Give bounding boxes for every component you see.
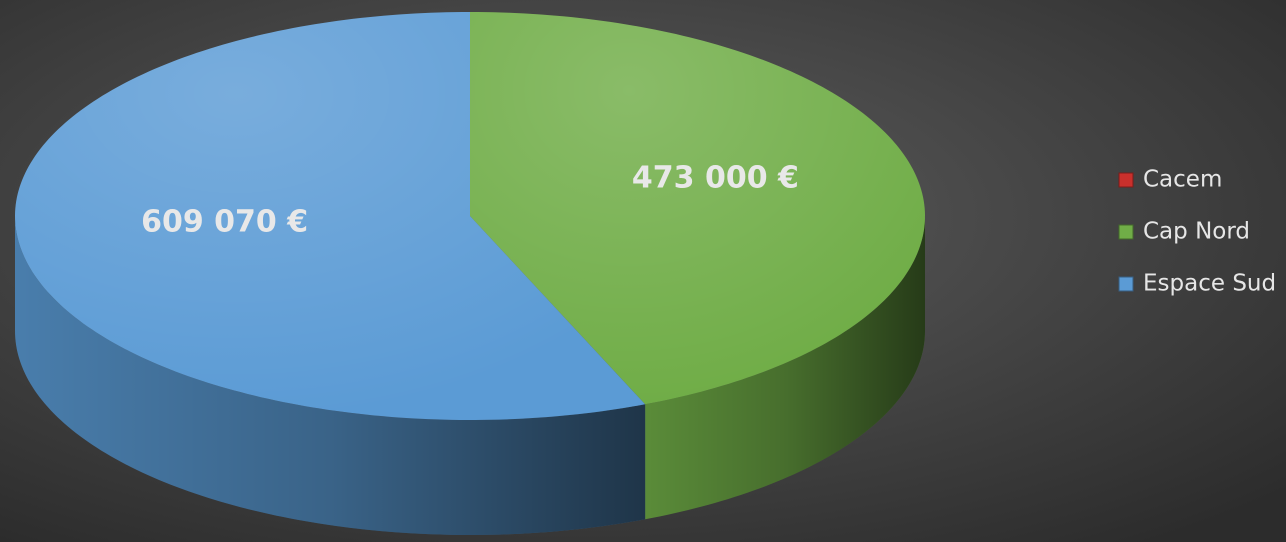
legend-swatch bbox=[1118, 224, 1134, 240]
value-label: 473 000 € bbox=[632, 160, 799, 195]
slice-side-shade bbox=[645, 216, 925, 520]
legend-swatch bbox=[1118, 276, 1134, 292]
pie bbox=[15, 12, 925, 535]
labels: 473 000 € 609 070 € bbox=[141, 160, 799, 239]
slice-shine bbox=[15, 12, 646, 420]
slice-side-shade bbox=[15, 216, 646, 535]
legend-label: Cap Nord bbox=[1143, 219, 1250, 245]
legend: Cacem Cap Nord Espace Sud bbox=[1118, 167, 1276, 297]
value-label: 609 070 € bbox=[141, 205, 308, 240]
legend-swatch bbox=[1118, 172, 1134, 188]
slice-shine bbox=[470, 12, 925, 405]
legend-label: Cacem bbox=[1143, 167, 1222, 193]
legend-label: Espace Sud bbox=[1143, 271, 1276, 297]
